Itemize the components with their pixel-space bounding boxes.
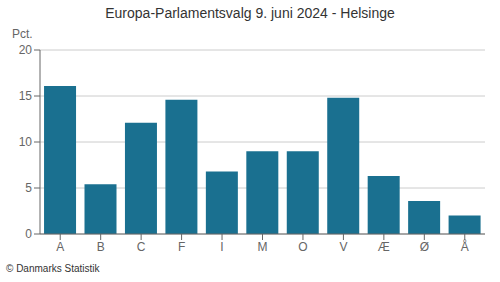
svg-text:M: M [258,240,268,254]
svg-text:Æ: Æ [378,240,390,254]
svg-text:20: 20 [19,43,33,57]
html-text:Pct.: Pct. [12,27,33,41]
svg-text:B: B [97,240,105,254]
html-text:© Danmarks Statistik: © Danmarks Statistik [6,263,100,274]
svg-text:0: 0 [25,227,32,241]
svg-text:10: 10 [19,135,33,149]
svg-text:I: I [220,240,223,254]
svg-text:C: C [137,240,146,254]
svg-text:15: 15 [19,89,33,103]
svg-text:A: A [56,240,64,254]
svg-text:Å: Å [461,239,469,254]
svg-text:Ø: Ø [420,240,429,254]
svg-text:V: V [339,240,347,254]
svg-text:5: 5 [25,181,32,195]
svg-text:F: F [178,240,185,254]
html-text:Europa-Parlamentsvalg 9. juni: Europa-Parlamentsvalg 9. juni 2024 - Hel… [105,5,395,21]
svg-text:O: O [298,240,307,254]
